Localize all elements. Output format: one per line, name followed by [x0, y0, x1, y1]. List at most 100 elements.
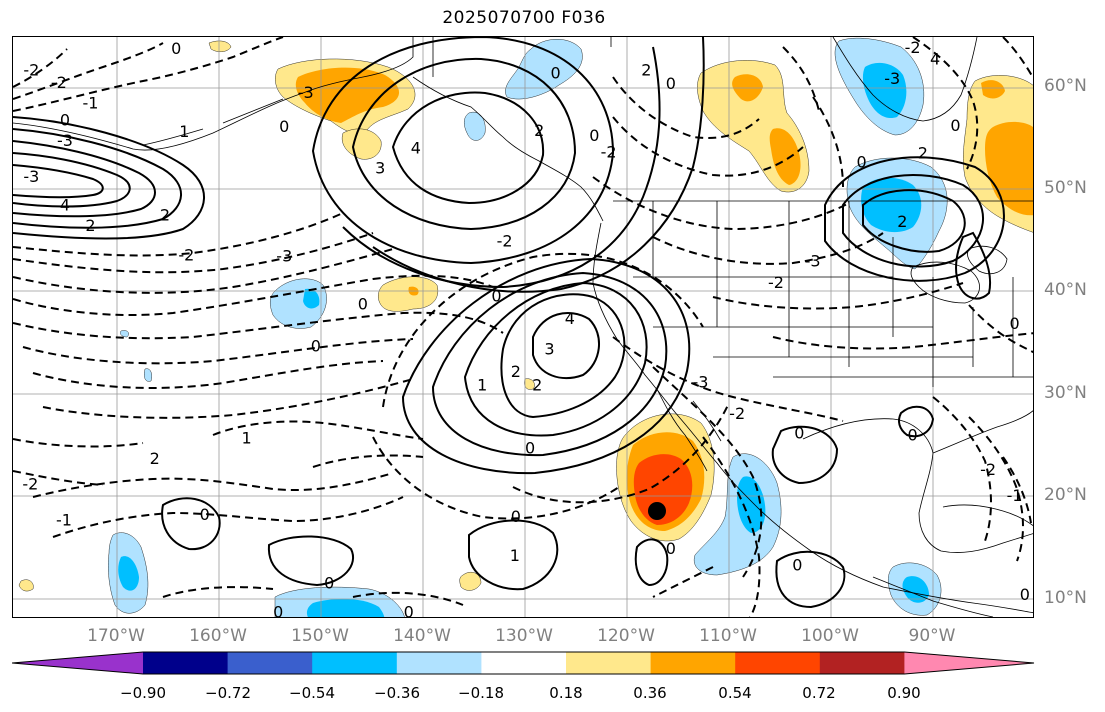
contour-label: 2: [534, 121, 544, 140]
shade-cyan: [861, 177, 922, 233]
contour-label: -2: [22, 475, 38, 494]
colorbar-tick: 0.54: [718, 684, 752, 702]
colorbar-tick: −0.90: [120, 684, 166, 702]
contour-label: 0: [950, 116, 960, 135]
contour-label: 0: [404, 602, 414, 618]
contour-label: 0: [311, 337, 321, 356]
lon-label-90w: 90°W: [908, 626, 956, 646]
colorbar-tick: −0.36: [374, 684, 420, 702]
contour-label: -3: [23, 167, 39, 186]
contour-label: 0: [491, 286, 501, 305]
shade-cyan: [902, 576, 929, 603]
contour-label: 2: [532, 375, 542, 394]
contour-label: 0: [1020, 585, 1030, 604]
contour-label: 0: [273, 602, 283, 618]
colorbar-bin: [12, 652, 143, 674]
map-title: 2025070700 F036: [442, 8, 606, 28]
shade-yellow: [459, 572, 482, 591]
shade-yellow: [18, 579, 34, 592]
contour-label: -3: [692, 372, 708, 391]
contour-label: 0: [908, 425, 918, 444]
colorbar-tick: −0.18: [458, 684, 504, 702]
contour-label: 0: [171, 39, 181, 58]
shade-lightblue: [464, 111, 486, 141]
contour-label: 0: [589, 126, 599, 145]
contour-label: 2: [160, 206, 170, 225]
contour-lines: [13, 37, 1005, 609]
shade-cyan: [862, 62, 907, 119]
contour-label: 1: [477, 375, 487, 394]
colorbar-bin: [312, 652, 398, 674]
contour-label: 4: [930, 49, 940, 68]
contour-label: -2: [23, 61, 39, 80]
lat-label-40n: 40°N: [1044, 280, 1087, 300]
contour-label: 2: [918, 143, 928, 162]
contour-label: 0: [511, 507, 521, 526]
lon-label-120w: 120°W: [597, 626, 655, 646]
contour-label: 0: [857, 153, 867, 172]
lat-label-20n: 20°N: [1044, 485, 1087, 505]
colorbar-bin: [481, 652, 567, 674]
contour-label: 0: [279, 117, 289, 136]
shade-cyan: [306, 598, 385, 617]
contour-label: -2: [601, 142, 617, 161]
shade-red: [633, 454, 693, 525]
contour-label: -2: [178, 246, 194, 265]
contour-label: -3: [884, 69, 900, 88]
contour-label: -2: [768, 273, 784, 292]
contour-label: 0: [525, 439, 535, 458]
lon-label-130w: 130°W: [495, 626, 553, 646]
map-panel: -2 -2 -1 0 -3 1 0 -3 4 2 2 -2 -3 0 2 1 -2 -1 0 0 0 0 0 -3 3 4 2 0 2 0…: [12, 36, 1034, 618]
shade-lightblue: [693, 453, 782, 576]
contour-label: -1: [1007, 486, 1023, 505]
colorbar-bin: [650, 652, 736, 674]
colorbar-bin: [396, 652, 482, 674]
lon-label-150w: 150°W: [291, 626, 349, 646]
contour-label: 4: [565, 309, 575, 328]
colorbar: [12, 651, 1035, 675]
colorbar-bin: [566, 652, 652, 674]
colorbar-tick: 0.72: [802, 684, 836, 702]
lon-label-100w: 100°W: [801, 626, 859, 646]
contour-label: 3: [375, 159, 385, 178]
colorbar-tick: 0.90: [887, 684, 921, 702]
colorbar-bin: [143, 652, 229, 674]
shade-lightblue: [120, 330, 129, 338]
contour-label: -2: [980, 460, 996, 479]
shade-yellow: [208, 40, 232, 52]
lat-label-50n: 50°N: [1044, 178, 1087, 198]
shade-yellow: [341, 128, 382, 160]
colorbar-outline: [12, 651, 1035, 675]
location-marker: [648, 502, 666, 520]
colorbar-bin: [904, 652, 1034, 674]
lon-label-110w: 110°W: [699, 626, 757, 646]
contour-label: 1: [179, 122, 189, 141]
contour-label: -2: [497, 231, 513, 250]
contour-label: 2: [897, 212, 907, 231]
shade-orange: [985, 122, 1033, 216]
shaded-anomaly-layer: [18, 37, 1033, 617]
contour-label: -2: [729, 404, 745, 423]
contour-label: 4: [60, 196, 70, 215]
contour-label: 0: [792, 555, 802, 574]
contour-label: 2: [85, 216, 95, 235]
contour-label: 0: [794, 423, 804, 442]
coastlines-borders: [13, 37, 1033, 617]
contour-label: 0: [551, 64, 561, 83]
contour-label: 2: [641, 61, 651, 80]
contour-label: -3: [57, 131, 73, 150]
lon-label-160w: 160°W: [189, 626, 247, 646]
shade-orange: [769, 128, 801, 185]
contour-label: 0: [200, 505, 210, 524]
lon-label-170w: 170°W: [87, 626, 145, 646]
lat-label-60n: 60°N: [1044, 76, 1087, 96]
lat-label-30n: 30°N: [1044, 383, 1087, 403]
colorbar-tick: −0.54: [289, 684, 335, 702]
contour-label: 0: [1010, 314, 1020, 333]
contour-label: 1: [241, 429, 251, 448]
contour-label: 0: [358, 295, 368, 314]
shade-orange: [981, 80, 1005, 99]
contour-label: 0: [60, 111, 70, 130]
